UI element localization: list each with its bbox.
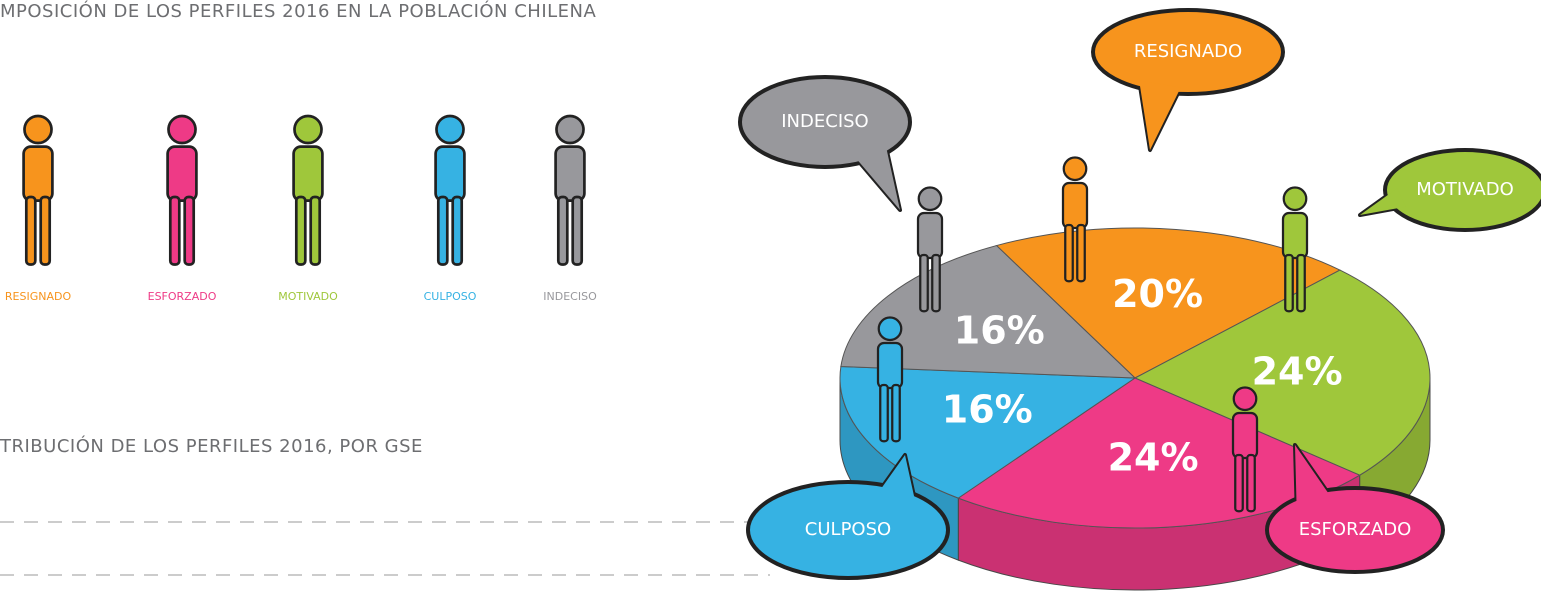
figure-leg [296, 197, 305, 265]
figure-leg [558, 197, 567, 265]
figure-head [1284, 188, 1307, 211]
figure-leg [438, 197, 447, 265]
figure-head [169, 116, 196, 143]
figure-body [918, 213, 942, 258]
figure-leg [311, 197, 320, 265]
figure-head [557, 116, 584, 143]
figure-body [24, 147, 53, 201]
icon-label: INDECISO [543, 290, 597, 303]
icon-label: MOTIVADO [278, 290, 338, 303]
figure-leg [880, 385, 888, 441]
figure-body [168, 147, 197, 201]
figure-head [879, 318, 902, 341]
figure-leg [1065, 225, 1073, 281]
bubble-label: INDECISO [781, 111, 868, 132]
figure-leg [26, 197, 35, 265]
value-label: 16% [942, 388, 1033, 432]
section-title: TRIBUCIÓN DE LOS PERFILES 2016, POR GSE [0, 435, 423, 457]
figure-leg [170, 197, 179, 265]
figure-leg [185, 197, 194, 265]
bubble-label: RESIGNADO [1134, 41, 1242, 62]
icon-label: CULPOSO [424, 290, 477, 303]
figure-body [1283, 213, 1307, 258]
value-label: 20% [1112, 272, 1203, 316]
section-title: MPOSICIÓN DE LOS PERFILES 2016 EN LA POB… [0, 0, 597, 22]
figure-leg [932, 255, 940, 311]
bubble-label: CULPOSO [805, 519, 891, 540]
figure-leg [453, 197, 462, 265]
figure-head [1064, 158, 1087, 181]
figure-head [295, 116, 322, 143]
figure [436, 116, 465, 265]
value-label: 16% [954, 308, 1045, 352]
figure-leg [1285, 255, 1293, 311]
figure-leg [573, 197, 582, 265]
bubble-tail-cover [1139, 80, 1181, 150]
infographic: MPOSICIÓN DE LOS PERFILES 2016 EN LA POB… [0, 0, 1541, 591]
figure [294, 116, 323, 265]
figure-body [1063, 183, 1087, 228]
figure-leg [920, 255, 928, 311]
figure-body [1233, 413, 1257, 458]
figure [168, 116, 197, 265]
figure-head [919, 188, 942, 211]
figure [556, 116, 585, 265]
icon-label: ESFORZADO [148, 290, 217, 303]
figure-leg [1297, 255, 1305, 311]
figure-head [437, 116, 464, 143]
value-label: 24% [1252, 349, 1343, 393]
figure-head [25, 116, 52, 143]
figure-leg [41, 197, 50, 265]
figure-body [878, 343, 902, 388]
figure-body [294, 147, 323, 201]
figure-leg [892, 385, 900, 441]
bubble-label: MOTIVADO [1416, 179, 1514, 200]
icon-label: RESIGNADO [5, 290, 72, 303]
figure-leg [1247, 455, 1255, 511]
figure [24, 116, 53, 265]
bubble-label: ESFORZADO [1299, 519, 1412, 540]
value-label: 24% [1108, 435, 1199, 479]
figure-leg [1235, 455, 1243, 511]
figure-body [556, 147, 585, 201]
figure-leg [1077, 225, 1085, 281]
figure-body [436, 147, 465, 201]
